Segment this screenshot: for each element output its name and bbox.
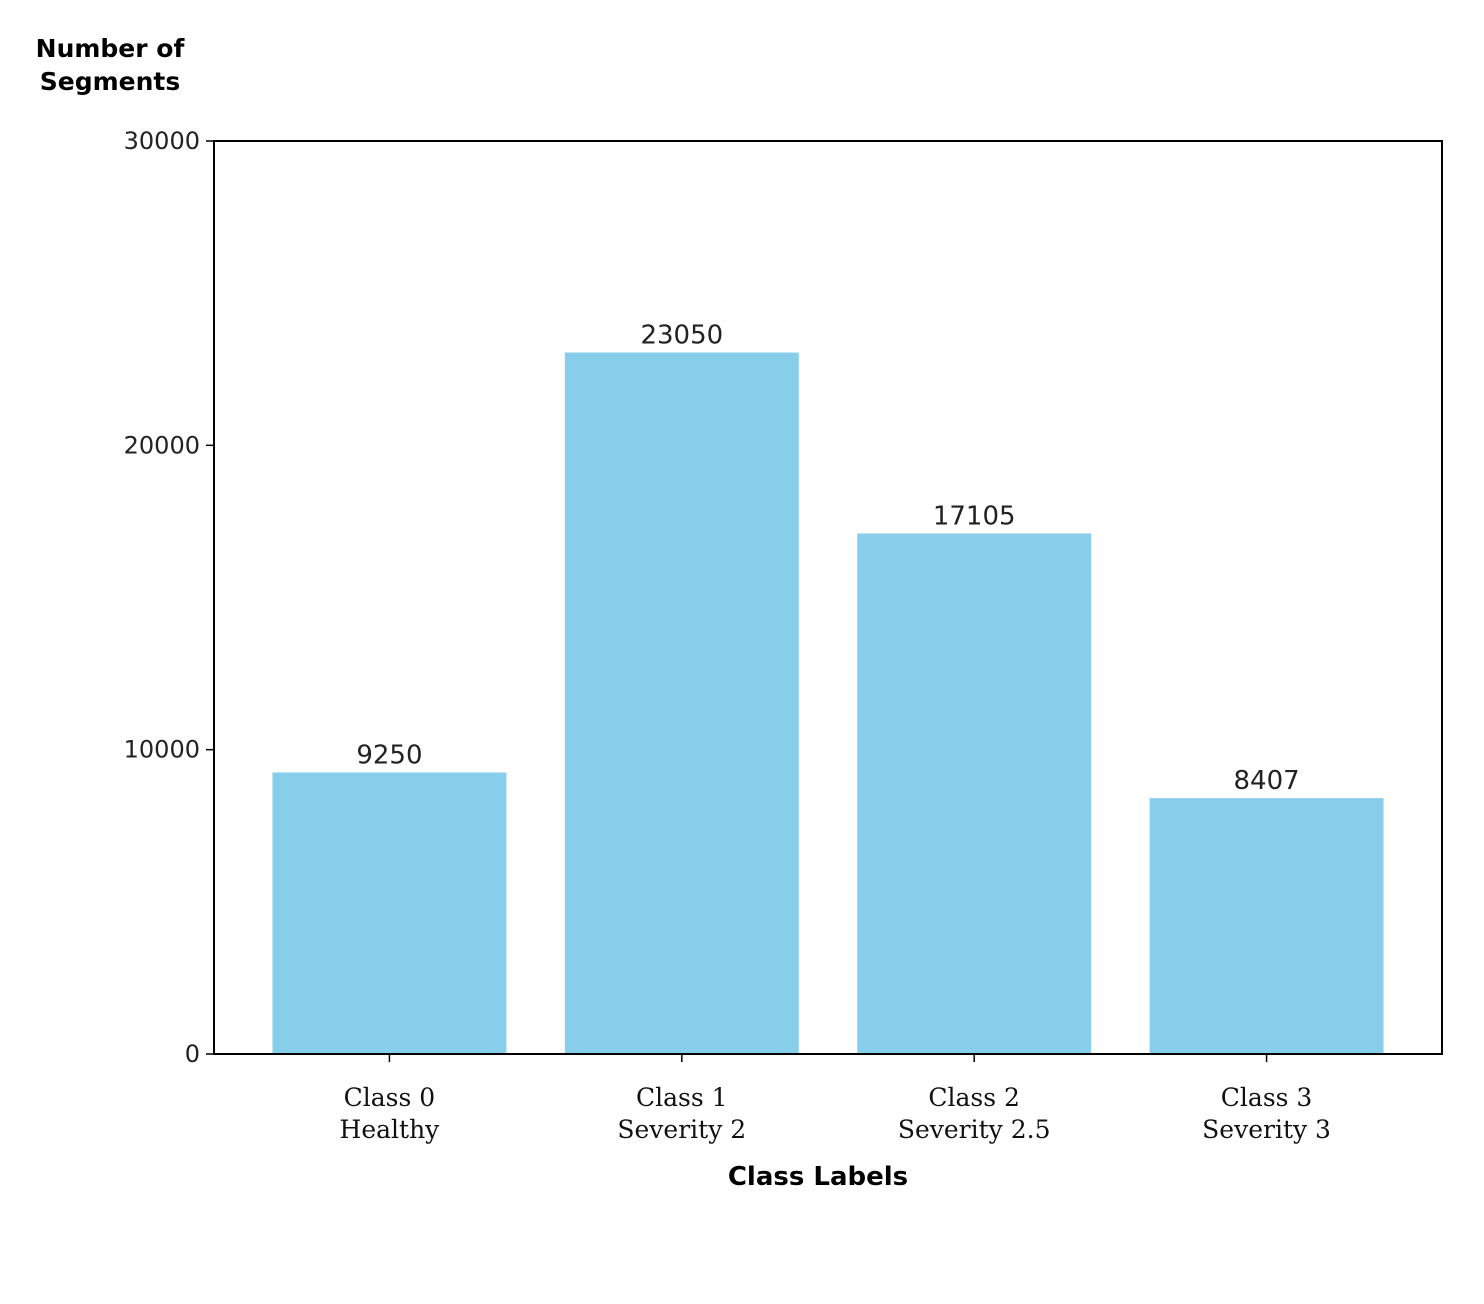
x-tick-label-1-line-0: Class 1 — [636, 1083, 728, 1112]
x-tick-label-0-line-1: Healthy — [340, 1115, 441, 1144]
bar-2 — [857, 533, 1092, 1054]
x-tick-label-1-line-1: Severity 2 — [617, 1115, 746, 1144]
y-tick-label-3: 30000 — [124, 127, 200, 155]
x-tick-label-2-line-0: Class 2 — [928, 1083, 1020, 1112]
x-tick-label-2-line-1: Severity 2.5 — [898, 1115, 1051, 1144]
x-axis-ticks: Class 0 Healthy Class 1 Severity 2 Class 2 Se… — [340, 1054, 1331, 1144]
plot-frame — [213, 140, 1443, 1055]
y-tick-label-1: 10000 — [124, 736, 200, 764]
bars-group — [272, 352, 1384, 1054]
bar-0 — [272, 772, 507, 1054]
bar-value-labels: 9250 23050 17105 8407 — [356, 321, 1299, 797]
x-tick-label-0-line-0: Class 0 — [344, 1083, 436, 1112]
y-tick-label-2: 20000 — [124, 431, 200, 459]
bar-1 — [564, 352, 799, 1054]
bar-value-label-0: 9250 — [356, 740, 422, 770]
bar-3 — [1149, 798, 1384, 1054]
y-axis-ticks: 0 10000 20000 30000 — [124, 127, 214, 1068]
bar-value-label-3: 8407 — [1233, 766, 1299, 796]
x-tick-label-3-line-1: Severity 3 — [1202, 1115, 1331, 1144]
bar-value-label-2: 17105 — [933, 501, 1016, 531]
bar-value-label-1: 23050 — [640, 321, 723, 351]
y-axis-label-line-2: Segments — [40, 67, 181, 96]
x-tick-label-3-line-0: Class 3 — [1221, 1083, 1313, 1112]
y-axis-label-line-1: Number of — [36, 34, 186, 63]
x-axis-label: Class Labels — [728, 1162, 908, 1192]
y-tick-label-0: 0 — [185, 1040, 200, 1068]
